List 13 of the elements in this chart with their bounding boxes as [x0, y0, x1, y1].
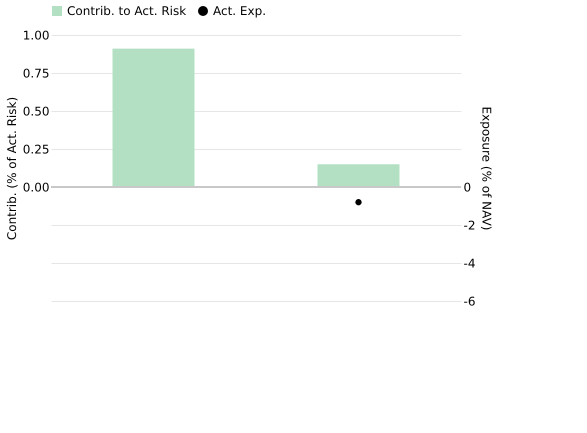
- y-tick-label: 0.75: [22, 66, 50, 80]
- y-tick-label: 0.25: [22, 142, 50, 156]
- y-tick-label: 0.00: [22, 180, 50, 194]
- legend-label: Act. Exp.: [213, 4, 266, 18]
- y2-tick-label: -6: [464, 294, 476, 308]
- y2-tick-label: -4: [464, 256, 476, 270]
- legend-label: Contrib. to Act. Risk: [67, 4, 186, 18]
- y2-axis-title: Exposure (% of NAV): [479, 106, 494, 230]
- y2-tick-label: 0: [464, 180, 472, 194]
- y-axis-title: Contrib. (% of Act. Risk): [4, 96, 19, 240]
- y-tick-label: 0.50: [22, 104, 50, 118]
- y-tick-label: 1.00: [22, 28, 50, 42]
- y2-tick-label: -2: [464, 218, 476, 232]
